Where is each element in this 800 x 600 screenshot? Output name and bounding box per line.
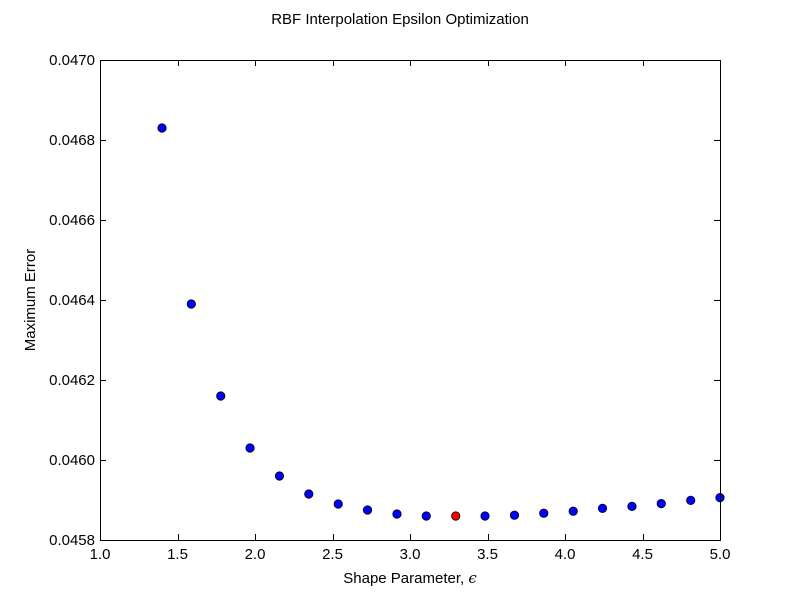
data-point xyxy=(686,495,696,505)
data-point xyxy=(333,499,343,509)
data-point xyxy=(304,489,314,499)
data-point xyxy=(245,443,255,453)
plot-frame xyxy=(100,60,721,541)
data-point xyxy=(421,511,431,521)
x-tick-label: 3.0 xyxy=(400,546,421,563)
x-axis-label-text: Shape Parameter, xyxy=(343,570,468,587)
axis-ticks: 1.0 1.5 2.0 2.5 3.0 3.5 4.0 4.5 5.0 0.0458 0.0460 0… xyxy=(49,52,730,563)
data-point xyxy=(392,509,402,519)
x-tick-label: 3.5 xyxy=(477,546,498,563)
optimal-point xyxy=(451,511,461,521)
y-tick-label: 0.0470 xyxy=(49,52,95,69)
x-tick-label: 1.0 xyxy=(90,546,111,563)
x-tick-label: 2.5 xyxy=(322,546,343,563)
x-tick-label: 1.5 xyxy=(167,546,188,563)
data-points xyxy=(157,123,725,521)
y-axis-label: Maximum Error xyxy=(22,249,39,352)
data-point xyxy=(597,503,608,513)
y-tick-label: 0.0458 xyxy=(49,532,95,549)
chart-title: RBF Interpolation Epsilon Optimization xyxy=(271,11,529,28)
y-tick-label: 0.0466 xyxy=(49,212,95,229)
data-point xyxy=(539,508,549,518)
y-tick-label: 0.0468 xyxy=(49,132,95,149)
y-tick-label: 0.0460 xyxy=(49,452,95,469)
epsilon-symbol: ϵ xyxy=(468,569,477,587)
data-point xyxy=(157,123,167,133)
data-point xyxy=(216,391,226,401)
data-point xyxy=(274,471,285,481)
data-point xyxy=(186,299,196,309)
data-point xyxy=(362,505,373,515)
y-tick-label: 0.0464 xyxy=(49,292,95,309)
data-point xyxy=(656,498,666,509)
data-point xyxy=(627,501,637,511)
data-point xyxy=(509,510,520,520)
y-tick-label: 0.0462 xyxy=(49,372,95,389)
x-axis-label: Shape Parameter, ϵ xyxy=(343,569,477,587)
data-point xyxy=(480,511,490,521)
data-point xyxy=(568,506,578,516)
x-tick-label: 2.0 xyxy=(245,546,266,563)
x-tick-label: 4.0 xyxy=(555,546,576,563)
x-tick-label: 4.5 xyxy=(632,546,653,563)
x-tick-label: 5.0 xyxy=(710,546,731,563)
